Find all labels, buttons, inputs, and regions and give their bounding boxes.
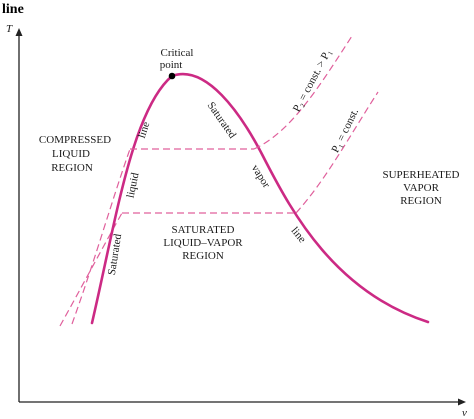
isobars: [122, 35, 379, 214]
saturation-dome: [90, 72, 430, 325]
critical-point-marker: [168, 72, 176, 80]
region-saturated-liquid-vapor: SATURATED LIQUID–VAPOR REGION: [163, 224, 243, 262]
isobar-p2-vapor-segment: [253, 35, 353, 150]
region-superheated-line2: VAPOR: [403, 182, 440, 194]
isobar-p2-liquid-segment: [71, 148, 131, 325]
region-saturated-line2: LIQUID–VAPOR: [163, 237, 243, 249]
region-compressed-line2: LIQUID: [52, 148, 90, 160]
isobar-p1-vapor-segment: [295, 91, 379, 214]
y-axis-label: T: [6, 23, 13, 35]
region-compressed-liquid: COMPRESSED LIQUID REGION: [39, 134, 111, 174]
sat-liquid-word-saturated: Saturated: [106, 233, 124, 276]
region-superheated-vapor: SUPERHEATED VAPOR REGION: [382, 169, 459, 207]
axes: T v: [6, 23, 467, 419]
region-superheated-line1: SUPERHEATED: [382, 169, 459, 181]
y-axis-arrow: [15, 28, 23, 36]
critical-point-label-line2: point: [160, 59, 183, 71]
isobar-p2-label: P₂ = const. > P₁: [291, 47, 334, 114]
sat-liquid-word-liquid: liquid: [125, 171, 142, 199]
x-axis-arrow: [458, 398, 466, 406]
sat-liquid-word-line: line: [136, 120, 153, 140]
isobar-p1-liquid-segment: [59, 212, 123, 327]
region-saturated-line3: REGION: [182, 250, 224, 262]
sat-vapor-word-saturated: Saturated: [205, 100, 239, 141]
header-fragment: line: [2, 2, 24, 17]
x-axis-label: v: [462, 407, 467, 419]
region-compressed-line1: COMPRESSED: [39, 134, 111, 146]
region-saturated-line1: SATURATED: [172, 224, 235, 236]
region-superheated-line3: REGION: [400, 195, 442, 207]
region-compressed-line3: REGION: [51, 162, 93, 174]
critical-point-label-line1: Critical: [161, 47, 194, 59]
isobar-p1-label: P₁ = const.: [329, 106, 361, 154]
isobar-liquid-segments: [59, 148, 131, 327]
